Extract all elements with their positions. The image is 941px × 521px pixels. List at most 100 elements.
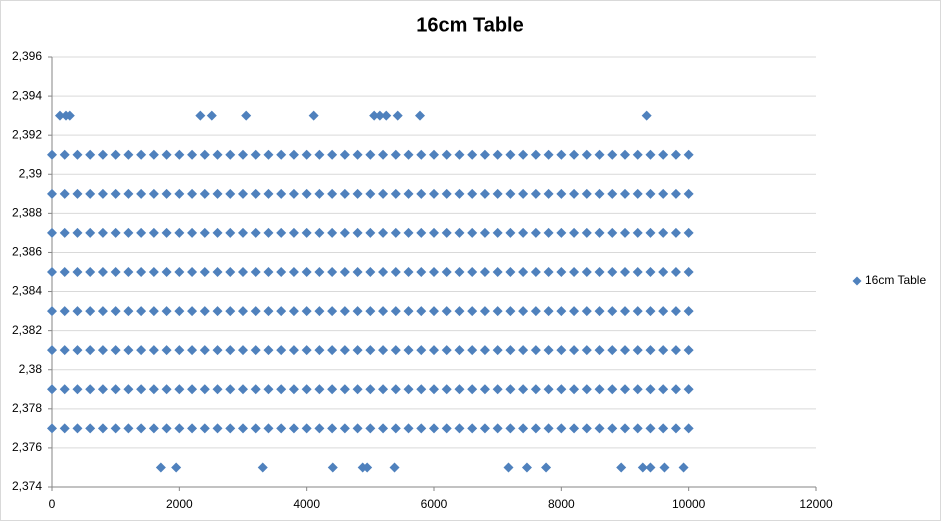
point [148,227,159,238]
point [505,227,516,238]
point [479,188,490,199]
point [479,227,490,238]
point [314,267,325,277]
point [110,306,121,317]
point [365,149,376,160]
point [641,110,652,121]
point [161,345,172,356]
point [429,227,439,238]
point [632,306,643,317]
point [683,345,694,356]
point [607,188,618,199]
point [569,149,580,160]
point [518,188,529,199]
point [467,384,478,395]
point [72,423,83,434]
point [72,267,83,277]
point [505,423,516,434]
point [72,384,83,395]
point [658,345,669,356]
point [97,227,108,238]
point [314,384,325,395]
point [645,306,656,317]
point [72,188,83,199]
point [241,110,252,121]
point [670,423,681,434]
point [225,188,236,199]
point [327,227,338,238]
point [505,267,516,277]
point [416,267,427,277]
y-tick-label: 2,394 [12,88,42,102]
point [148,345,159,356]
point [390,227,401,238]
point [556,384,567,395]
point [581,306,592,317]
point [530,384,541,395]
point [365,227,376,238]
point [327,267,338,277]
point [276,267,287,277]
point [607,267,618,277]
point [225,267,236,277]
point [556,227,567,238]
point [195,110,206,121]
point [607,306,618,317]
point [148,149,159,160]
point [187,149,198,160]
point [530,423,541,434]
point [632,384,643,395]
point [212,149,223,160]
point [225,384,236,395]
point [390,384,401,395]
point [594,306,605,317]
point [683,306,694,317]
point [212,227,223,238]
point [288,227,299,238]
point [263,227,274,238]
point [250,188,261,199]
y-tick-label: 2,392 [12,127,42,141]
point [569,345,580,356]
point [136,227,147,238]
point [47,423,57,434]
point [637,462,648,473]
point [97,345,108,356]
point [678,462,689,473]
point [54,110,65,121]
point [174,384,185,395]
point [670,267,681,277]
point [556,423,567,434]
point [479,149,490,160]
point [263,306,274,317]
point [543,227,554,238]
point [607,149,618,160]
point [301,306,312,317]
point [416,423,427,434]
point [658,423,669,434]
point [530,149,541,160]
point [403,345,414,356]
point [530,306,541,317]
point [72,345,83,356]
point [199,306,210,317]
point [556,267,567,277]
point [467,227,478,238]
point [59,345,70,356]
point [645,149,656,160]
point [670,149,681,160]
point [314,188,325,199]
point [212,423,223,434]
point [161,149,172,160]
point [187,423,198,434]
point [174,149,185,160]
point [250,306,261,317]
legend-label: 16cm Table [865,273,926,287]
point [199,227,210,238]
point [225,306,236,317]
point [543,149,554,160]
point [327,345,338,356]
x-tick-label: 4000 [293,497,320,511]
point [441,306,452,317]
point [250,149,261,160]
